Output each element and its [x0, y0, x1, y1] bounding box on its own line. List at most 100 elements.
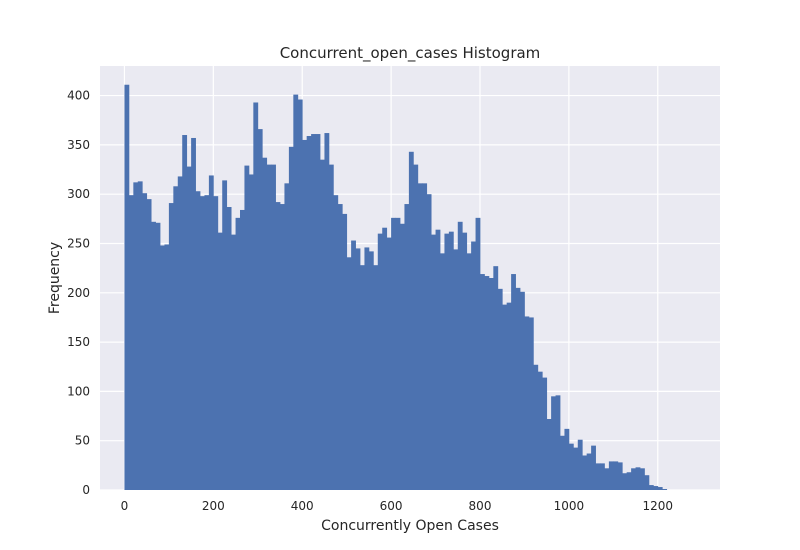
y-tick-label: 200 — [67, 286, 90, 300]
histogram-bar — [217, 232, 223, 491]
histogram-bar — [422, 183, 428, 490]
histogram-bar — [235, 217, 241, 490]
histogram-bar — [577, 439, 583, 490]
histogram-bar — [471, 241, 476, 490]
histogram-bar — [195, 191, 201, 490]
histogram-bar — [568, 443, 574, 490]
histogram-bar — [240, 209, 245, 491]
y-tick-label: 0 — [82, 483, 90, 497]
x-tick-label: 1200 — [643, 499, 674, 513]
histogram-bar — [297, 99, 303, 491]
histogram-bar — [351, 240, 356, 490]
histogram-bar — [484, 276, 490, 490]
x-axis-ticks: 0 200 400 600 800 1000 1200 — [121, 499, 673, 513]
y-tick-label: 100 — [67, 384, 90, 398]
histogram-bar — [475, 217, 481, 490]
histogram-bar — [533, 364, 539, 490]
histogram-bar — [542, 377, 548, 490]
histogram-bars — [124, 84, 668, 491]
chart-title: Concurrent_open_cases Histogram — [280, 44, 541, 63]
x-tick-label: 600 — [380, 499, 403, 513]
histogram-bar — [426, 194, 432, 491]
histogram-bar — [328, 164, 334, 490]
histogram-bar — [395, 217, 401, 490]
histogram-bar — [391, 217, 396, 490]
histogram-bar — [164, 244, 170, 490]
histogram-bar — [168, 203, 174, 490]
histogram-bar — [213, 196, 219, 490]
histogram-bar — [355, 248, 361, 490]
histogram-bar — [506, 302, 512, 490]
histogram-bar — [377, 233, 383, 490]
histogram-bar — [608, 461, 614, 490]
histogram-bar — [528, 317, 534, 490]
histogram-bar — [444, 233, 450, 490]
histogram-bar — [248, 174, 254, 490]
x-tick-label: 0 — [121, 499, 129, 513]
histogram-bar — [551, 396, 556, 490]
histogram-bar — [617, 462, 623, 490]
histogram-bar — [400, 223, 405, 490]
histogram-bar — [431, 234, 436, 490]
histogram-bar — [582, 455, 588, 490]
histogram-bar — [586, 453, 592, 490]
histogram-bar — [457, 221, 463, 490]
histogram-bar — [520, 291, 525, 490]
histogram-bar — [342, 213, 348, 490]
histogram-bar — [231, 234, 236, 490]
histogram-bar — [546, 419, 552, 490]
histogram-bar — [137, 181, 143, 491]
histogram-bar — [631, 468, 636, 490]
histogram-bar — [275, 202, 281, 491]
histogram-bar — [253, 102, 259, 491]
histogram-bar — [271, 164, 276, 490]
histogram-bar — [600, 463, 605, 490]
histogram-bar — [644, 475, 650, 490]
histogram-bar — [408, 151, 414, 490]
histogram-bar — [404, 204, 410, 490]
x-tick-label: 1000 — [554, 499, 585, 513]
histogram-bar — [368, 251, 374, 490]
y-tick-label: 250 — [67, 236, 90, 250]
x-axis-label: Concurrently Open Cases — [321, 518, 499, 534]
histogram-bar — [306, 136, 312, 490]
y-axis-ticks: 0 50 100 150 200 250 300 350 400 — [67, 89, 90, 497]
histogram-bar — [382, 227, 388, 491]
histogram-bar — [413, 164, 419, 490]
histogram-bar — [488, 278, 494, 490]
x-tick-label: 400 — [291, 499, 314, 513]
histogram-bar — [364, 247, 370, 490]
histogram-bar — [191, 137, 196, 491]
histogram-bar — [511, 274, 516, 490]
x-tick-label: 800 — [469, 499, 492, 513]
histogram-bar — [337, 204, 343, 490]
histogram-bar — [160, 245, 165, 490]
histogram-bar — [146, 199, 152, 490]
histogram-bar — [502, 304, 508, 490]
histogram-bar — [333, 195, 339, 490]
histogram-bar — [208, 175, 214, 490]
histogram-bar — [640, 468, 645, 490]
histogram-bar — [173, 186, 179, 490]
histogram-bar — [346, 257, 352, 490]
histogram-bar — [133, 182, 139, 490]
y-axis-label: Frequency — [47, 242, 63, 314]
histogram-bar — [648, 485, 654, 490]
histogram-bar — [622, 473, 628, 490]
histogram-bar — [591, 445, 596, 490]
histogram-bar — [284, 183, 290, 490]
histogram-bar — [493, 266, 499, 490]
histogram-bar — [222, 180, 228, 490]
histogram-bar — [373, 265, 379, 490]
histogram-bar — [244, 165, 250, 490]
histogram-bar — [315, 134, 321, 490]
histogram-bar — [124, 84, 130, 490]
histogram-bar — [280, 204, 285, 490]
histogram-bar — [204, 195, 210, 490]
histogram-bar — [462, 232, 468, 491]
histogram-bar — [480, 274, 485, 490]
histogram-bar — [324, 133, 330, 491]
x-tick-label: 200 — [202, 499, 225, 513]
histogram-bar — [293, 94, 299, 491]
